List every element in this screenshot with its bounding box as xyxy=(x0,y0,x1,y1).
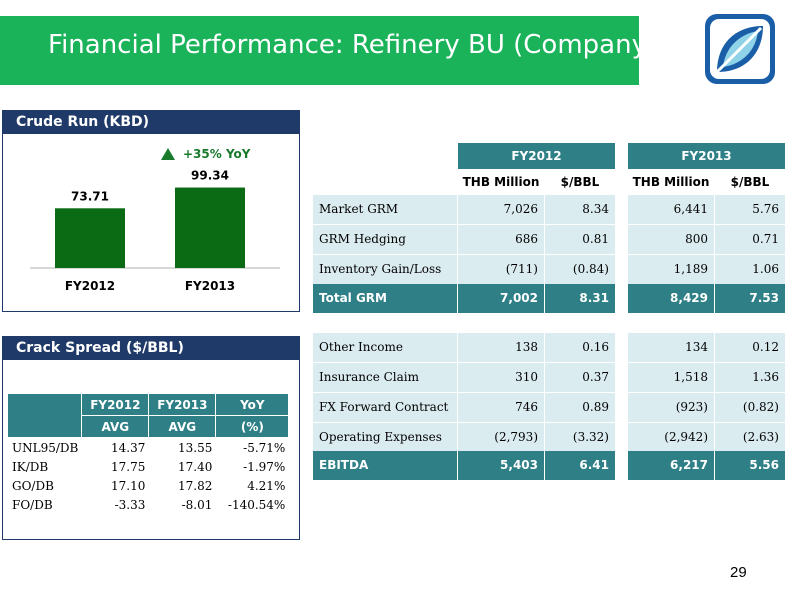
other-row-row-label: Insurance Claim xyxy=(313,363,457,392)
grm-row-thb-2013-value: 6,441 xyxy=(628,195,714,224)
total-grm-row-bbl-2013-value: 7.53 xyxy=(715,284,785,313)
crack-fy2013-value: 17.82 xyxy=(149,476,217,495)
unit-header-bbl-2012: $/BBL xyxy=(560,175,600,189)
crude-run-chart: 73.71 99.34 FY2012 FY2013 xyxy=(30,169,280,293)
table-row: IK/DB 17.75 17.40 -1.97% xyxy=(8,457,289,476)
up-arrow-icon xyxy=(161,148,175,160)
crack-corner-header xyxy=(8,394,83,438)
other-row-bbl-2012-value: (3.32) xyxy=(545,423,615,452)
grm-row-thb-2012-value: 7,026 xyxy=(458,195,544,224)
crack-header-fy2012: FY2012 xyxy=(82,394,150,416)
grm-row-thb-2012-value: 686 xyxy=(458,225,544,254)
other-row-thb-2012-value: 746 xyxy=(458,393,544,422)
category-label-fy2012: FY2012 xyxy=(65,279,115,293)
crack-fy2013-value: 17.40 xyxy=(177,459,213,474)
grm-row-bbl-2013-value: 1.06 xyxy=(715,255,785,284)
table-row: GO/DB 17.10 17.82 4.21% xyxy=(8,476,290,495)
other-row-bbl-2012-value: 0.37 xyxy=(545,363,615,392)
unit-header-thb-2012: THB Million xyxy=(462,175,540,189)
other-row-thb-2013-value: 1,518 xyxy=(628,363,714,392)
other-row-bbl-2012-value: 0.16 xyxy=(545,333,615,362)
category-label-fy2013: FY2013 xyxy=(185,279,235,293)
other-row-thb-2012-value: (2,793) xyxy=(458,423,544,452)
crack-header-fy2013: FY2013 xyxy=(149,394,217,416)
crack-yoy-value: -1.97% xyxy=(243,459,286,474)
ebitda-row-bbl-2013-value: 5.56 xyxy=(715,451,785,480)
crack-subheader-fy2012: AVG xyxy=(82,416,150,438)
ebitda-row-thb-2013-value: 6,217 xyxy=(628,451,714,480)
unit-header-thb-2013: THB Million xyxy=(632,175,710,189)
ebitda-row-bbl-2012-value: 6.41 xyxy=(545,451,615,480)
crack-row-name: IK/DB xyxy=(12,459,49,474)
other-row-thb-2013-value: (2,942) xyxy=(628,423,714,452)
value-label-fy2012: 73.71 xyxy=(71,189,109,203)
total-grm-row-bbl-2012-value: 8.31 xyxy=(545,284,615,313)
grm-row-bbl-2012-value: 8.34 xyxy=(545,195,615,224)
grm-row-row-label: GRM Hedging xyxy=(313,225,457,254)
grm-row-row-label: Inventory Gain/Loss xyxy=(313,255,457,284)
crack-subheader-yoy: (%) xyxy=(216,416,290,438)
other-row-thb-2013-value: (923) xyxy=(628,393,714,422)
crack-fy2013-value: 13.55 xyxy=(149,438,217,457)
crack-spread-table: FY2012 FY2013 YoY AVG AVG (%) UNL95/DB 1… xyxy=(8,394,290,514)
other-row-thb-2012-value: 310 xyxy=(458,363,544,392)
table-row: FO/DB -3.33 -8.01 -140.54% xyxy=(8,495,289,514)
company-logo xyxy=(705,14,775,84)
year-header-fy2012: FY2012 xyxy=(458,143,615,169)
crack-subheader-fy2013: AVG xyxy=(149,416,217,438)
crack-row-name: UNL95/DB xyxy=(8,438,83,457)
crack-fy2012-value: 14.37 xyxy=(82,438,150,457)
crack-yoy-value: -5.71% xyxy=(216,438,290,457)
grm-row-bbl-2012-value: (0.84) xyxy=(545,255,615,284)
bar-fy2013 xyxy=(175,187,245,268)
crack-yoy-value: 4.21% xyxy=(216,476,290,495)
crack-yoy-value: -140.54% xyxy=(227,497,286,512)
grm-row-thb-2013-value: 800 xyxy=(628,225,714,254)
page-number: 29 xyxy=(730,564,747,581)
unit-header-bbl-2013: $/BBL xyxy=(730,175,770,189)
grm-row-bbl-2013-value: 5.76 xyxy=(715,195,785,224)
value-label-fy2013: 99.34 xyxy=(191,169,229,183)
other-row-bbl-2013-value: 1.36 xyxy=(715,363,785,392)
other-row-thb-2012-value: 138 xyxy=(458,333,544,362)
other-row-row-label: FX Forward Contract xyxy=(313,393,457,422)
total-grm-row-thb-2013-value: 8,429 xyxy=(628,284,714,313)
crack-fy2012-value: 17.10 xyxy=(82,476,150,495)
total-grm-row-thb-2012-value: 7,002 xyxy=(458,284,544,313)
header-bar xyxy=(0,16,639,85)
grm-row-bbl-2012-value: 0.81 xyxy=(545,225,615,254)
other-row-bbl-2013-value: (2.63) xyxy=(715,423,785,452)
grm-row-row-label: Market GRM xyxy=(313,195,457,224)
crack-fy2012-value: -3.33 xyxy=(114,497,146,512)
other-row-bbl-2013-value: (0.82) xyxy=(715,393,785,422)
other-row-thb-2013-value: 134 xyxy=(628,333,714,362)
grm-row-bbl-2013-value: 0.71 xyxy=(715,225,785,254)
grm-row-thb-2013-value: 1,189 xyxy=(628,255,714,284)
yoy-annotation: +35% YoY xyxy=(183,147,251,161)
bar-fy2012 xyxy=(55,208,125,268)
crack-fy2012-value: 17.75 xyxy=(110,459,146,474)
total-grm-row-row-label: Total GRM xyxy=(313,284,457,313)
other-row-bbl-2012-value: 0.89 xyxy=(545,393,615,422)
year-header-fy2013: FY2013 xyxy=(628,143,785,169)
page-title: Financial Performance: Refinery BU (Comp… xyxy=(48,30,658,60)
ebitda-row-thb-2012-value: 5,403 xyxy=(458,451,544,480)
table-row: UNL95/DB 14.37 13.55 -5.71% xyxy=(8,438,290,457)
crude-run-panel-title: Crude Run (KBD) xyxy=(2,110,300,134)
crack-row-name: FO/DB xyxy=(12,497,53,512)
other-row-row-label: Other Income xyxy=(313,333,457,362)
grm-row-thb-2012-value: (711) xyxy=(458,255,544,284)
other-row-row-label: Operating Expenses xyxy=(313,423,457,452)
crack-fy2013-value: -8.01 xyxy=(181,497,213,512)
crack-row-name: GO/DB xyxy=(8,476,83,495)
crack-header-yoy: YoY xyxy=(216,394,290,416)
other-row-bbl-2013-value: 0.12 xyxy=(715,333,785,362)
crack-spread-panel-title: Crack Spread ($/BBL) xyxy=(2,336,300,360)
ebitda-row-row-label: EBITDA xyxy=(313,451,457,480)
crude-run-panel xyxy=(2,134,300,312)
